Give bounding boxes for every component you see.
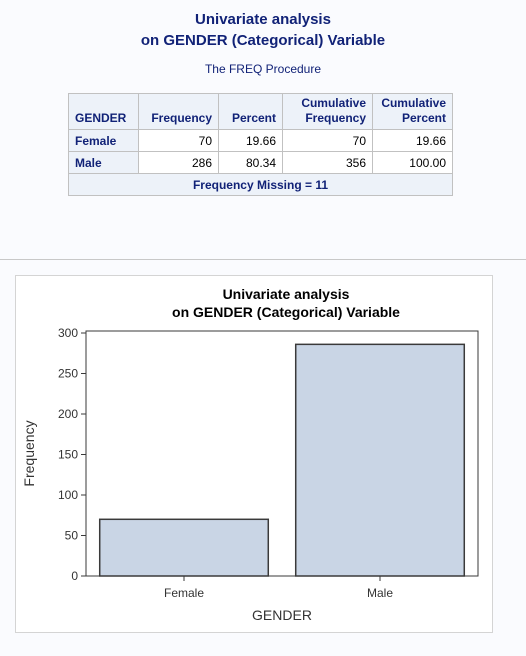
y-tick-label: 250 <box>58 367 78 381</box>
y-axis-label: Frequency <box>21 420 37 486</box>
y-tick-label: 200 <box>58 407 78 421</box>
bar-male <box>294 343 466 577</box>
chart-title-line2: on GENDER (Categorical) Variable <box>172 304 400 320</box>
cell-cum-percent: 19.66 <box>372 129 453 152</box>
header-frequency: Frequency <box>138 93 219 130</box>
x-tick-label: Male <box>367 586 393 600</box>
cell-frequency: 286 <box>138 151 219 174</box>
section-divider <box>0 259 526 260</box>
table-row: Female 70 19.66 70 19.66 <box>68 129 453 152</box>
table-row: Male 286 80.34 356 100.00 <box>68 151 453 174</box>
table-footer-row: Frequency Missing = 11 <box>68 173 453 196</box>
bar-chart: Univariate analysis on GENDER (Categoric… <box>21 286 479 623</box>
y-tick-label: 300 <box>58 326 78 340</box>
frequency-missing-note: Frequency Missing = 11 <box>68 173 453 196</box>
procedure-title: The FREQ Procedure <box>204 62 322 76</box>
table-header-row: GENDER Frequency Percent Cumulative Freq… <box>68 93 453 130</box>
row-label: Female <box>68 129 139 152</box>
cell-percent: 80.34 <box>218 151 283 174</box>
y-tick-label: 100 <box>58 488 78 502</box>
x-tick-label: Female <box>164 586 204 600</box>
frequency-table: GENDER Frequency Percent Cumulative Freq… <box>68 93 453 196</box>
x-axis-label: GENDER <box>252 607 312 623</box>
freq-report: Univariate analysis on GENDER (Categoric… <box>0 0 526 258</box>
header-cum-frequency-line1: Cumulative <box>301 96 366 110</box>
cell-cum-percent: 100.00 <box>372 151 453 174</box>
bar-female <box>98 518 270 577</box>
cell-cum-frequency: 356 <box>282 151 373 174</box>
y-tick-label: 150 <box>58 448 78 462</box>
y-tick-label: 50 <box>65 529 79 543</box>
header-percent: Percent <box>218 93 283 130</box>
header-gender: GENDER <box>68 93 139 130</box>
header-cum-percent-line2: Percent <box>401 111 446 125</box>
header-cum-percent-line1: Cumulative <box>381 96 446 110</box>
cell-cum-frequency: 70 <box>282 129 373 152</box>
report-title-line2: on GENDER (Categorical) Variable <box>140 32 386 49</box>
row-label: Male <box>68 151 139 174</box>
header-cum-frequency-line2: Frequency <box>305 111 366 125</box>
chart-frame: Univariate analysis on GENDER (Categoric… <box>15 275 493 633</box>
header-cum-frequency: Cumulative Frequency <box>282 93 373 130</box>
header-cum-percent: Cumulative Percent <box>372 93 453 130</box>
plot-area: 0 50 100 150 200 250 300 Female Male <box>58 326 479 600</box>
report-title-line1: Univariate analysis <box>195 11 331 28</box>
cell-percent: 19.66 <box>218 129 283 152</box>
cell-frequency: 70 <box>138 129 219 152</box>
chart-title-line1: Univariate analysis <box>223 286 350 302</box>
y-tick-label: 0 <box>71 569 78 583</box>
plot-border <box>85 330 479 577</box>
